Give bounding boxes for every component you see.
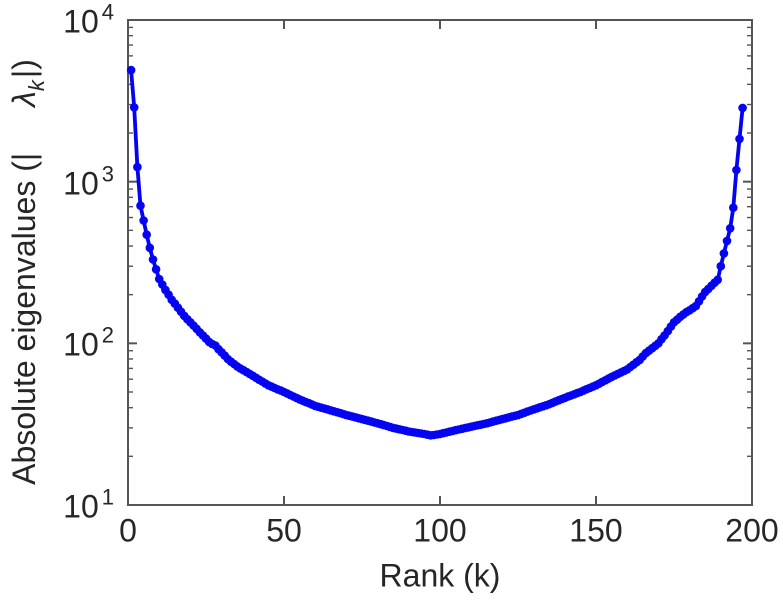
y-tick-label: 10 3 (63, 161, 114, 202)
data-point-marker (129, 103, 139, 112)
y-tick-base: 10 (63, 488, 99, 525)
y-tick-label: 10 1 (63, 485, 114, 526)
lambda-symbol: λ (6, 91, 42, 107)
data-point-marker (722, 236, 732, 246)
y-axis-label-text: Absolute eigenvalues (| (6, 152, 42, 485)
data-point-marker (126, 65, 136, 75)
y-tick-base: 10 (63, 165, 99, 202)
x-tick-label: 0 (119, 512, 137, 549)
y-tick-exponent: 1 (101, 484, 114, 510)
y-tick-exponent: 2 (101, 322, 114, 348)
data-point-marker (142, 230, 151, 239)
data-point-marker (735, 134, 744, 144)
y-tick-exponent: 3 (101, 161, 114, 187)
x-tick-label: 100 (413, 512, 467, 549)
data-point-marker (732, 165, 741, 175)
data-point-marker (725, 224, 735, 233)
data-point-marker (148, 255, 158, 264)
data-point-marker (719, 249, 729, 258)
y-axis-label-suffix: |) (6, 59, 42, 79)
y-tick-base: 10 (63, 3, 99, 40)
y-tick-label: 10 2 (63, 323, 114, 364)
y-tick-label: 10 4 (63, 0, 114, 41)
data-point-marker (713, 275, 722, 285)
data-point-marker (729, 203, 738, 212)
data-point-marker (151, 265, 161, 274)
lambda-subscript: k (24, 80, 49, 92)
eigenvalue-line (129, 68, 745, 438)
data-point-marker (716, 261, 726, 271)
x-tick-label: 200 (725, 512, 779, 549)
data-point-marker (738, 103, 747, 113)
data-point-marker (145, 243, 155, 253)
y-tick-base: 10 (63, 326, 99, 363)
x-tick-label: 50 (266, 512, 302, 549)
data-point-marker (139, 216, 148, 225)
x-axis-label: Rank (k) (379, 557, 501, 594)
y-axis-label: Absolute eigenvalues (| λk|) (6, 59, 50, 485)
data-point-marker (133, 162, 142, 172)
data-point-marker (136, 201, 145, 210)
x-tick-label: 150 (569, 512, 623, 549)
y-tick-exponent: 4 (101, 0, 114, 25)
